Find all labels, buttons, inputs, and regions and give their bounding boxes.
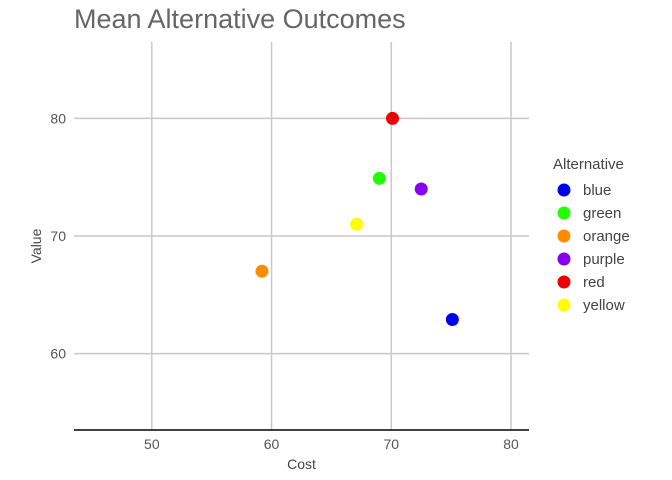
point-green bbox=[372, 171, 386, 185]
legend-label-red: red bbox=[583, 274, 605, 291]
x-tick-labels: 50 60 70 80 bbox=[144, 436, 519, 452]
point-red bbox=[386, 111, 399, 125]
data-points bbox=[255, 111, 459, 326]
x-tick-label-50: 50 bbox=[144, 436, 160, 452]
legend-swatch-purple bbox=[557, 252, 571, 266]
y-axis-label: Value bbox=[28, 228, 44, 263]
legend-label-yellow: yellow bbox=[583, 297, 625, 314]
legend: Alternative blue green orange purple red yell… bbox=[553, 156, 630, 314]
x-tick-label-70: 70 bbox=[384, 436, 400, 452]
y-tick-label-80: 80 bbox=[50, 110, 66, 126]
grid bbox=[74, 42, 529, 430]
legend-swatch-yellow bbox=[557, 298, 571, 312]
x-tick-label-80: 80 bbox=[503, 436, 519, 452]
x-axis-label: Cost bbox=[287, 456, 316, 472]
chart-title: Mean Alternative Outcomes bbox=[74, 4, 406, 34]
y-tick-label-70: 70 bbox=[50, 228, 66, 244]
legend-label-orange: orange bbox=[583, 228, 630, 245]
point-blue bbox=[445, 312, 459, 326]
point-yellow bbox=[350, 217, 364, 231]
x-tick-label-60: 60 bbox=[264, 436, 280, 452]
legend-swatch-blue bbox=[557, 183, 571, 197]
point-orange bbox=[255, 264, 269, 278]
legend-swatch-red bbox=[557, 275, 571, 289]
y-tick-labels: 60 70 80 bbox=[50, 110, 66, 361]
legend-label-green: green bbox=[583, 205, 621, 222]
legend-title: Alternative bbox=[553, 156, 624, 173]
legend-label-blue: blue bbox=[583, 182, 611, 199]
legend-swatch-orange bbox=[557, 229, 571, 243]
legend-swatch-green bbox=[557, 206, 571, 220]
point-purple bbox=[414, 182, 428, 196]
y-tick-label-60: 60 bbox=[50, 346, 66, 362]
legend-label-purple: purple bbox=[583, 251, 625, 268]
